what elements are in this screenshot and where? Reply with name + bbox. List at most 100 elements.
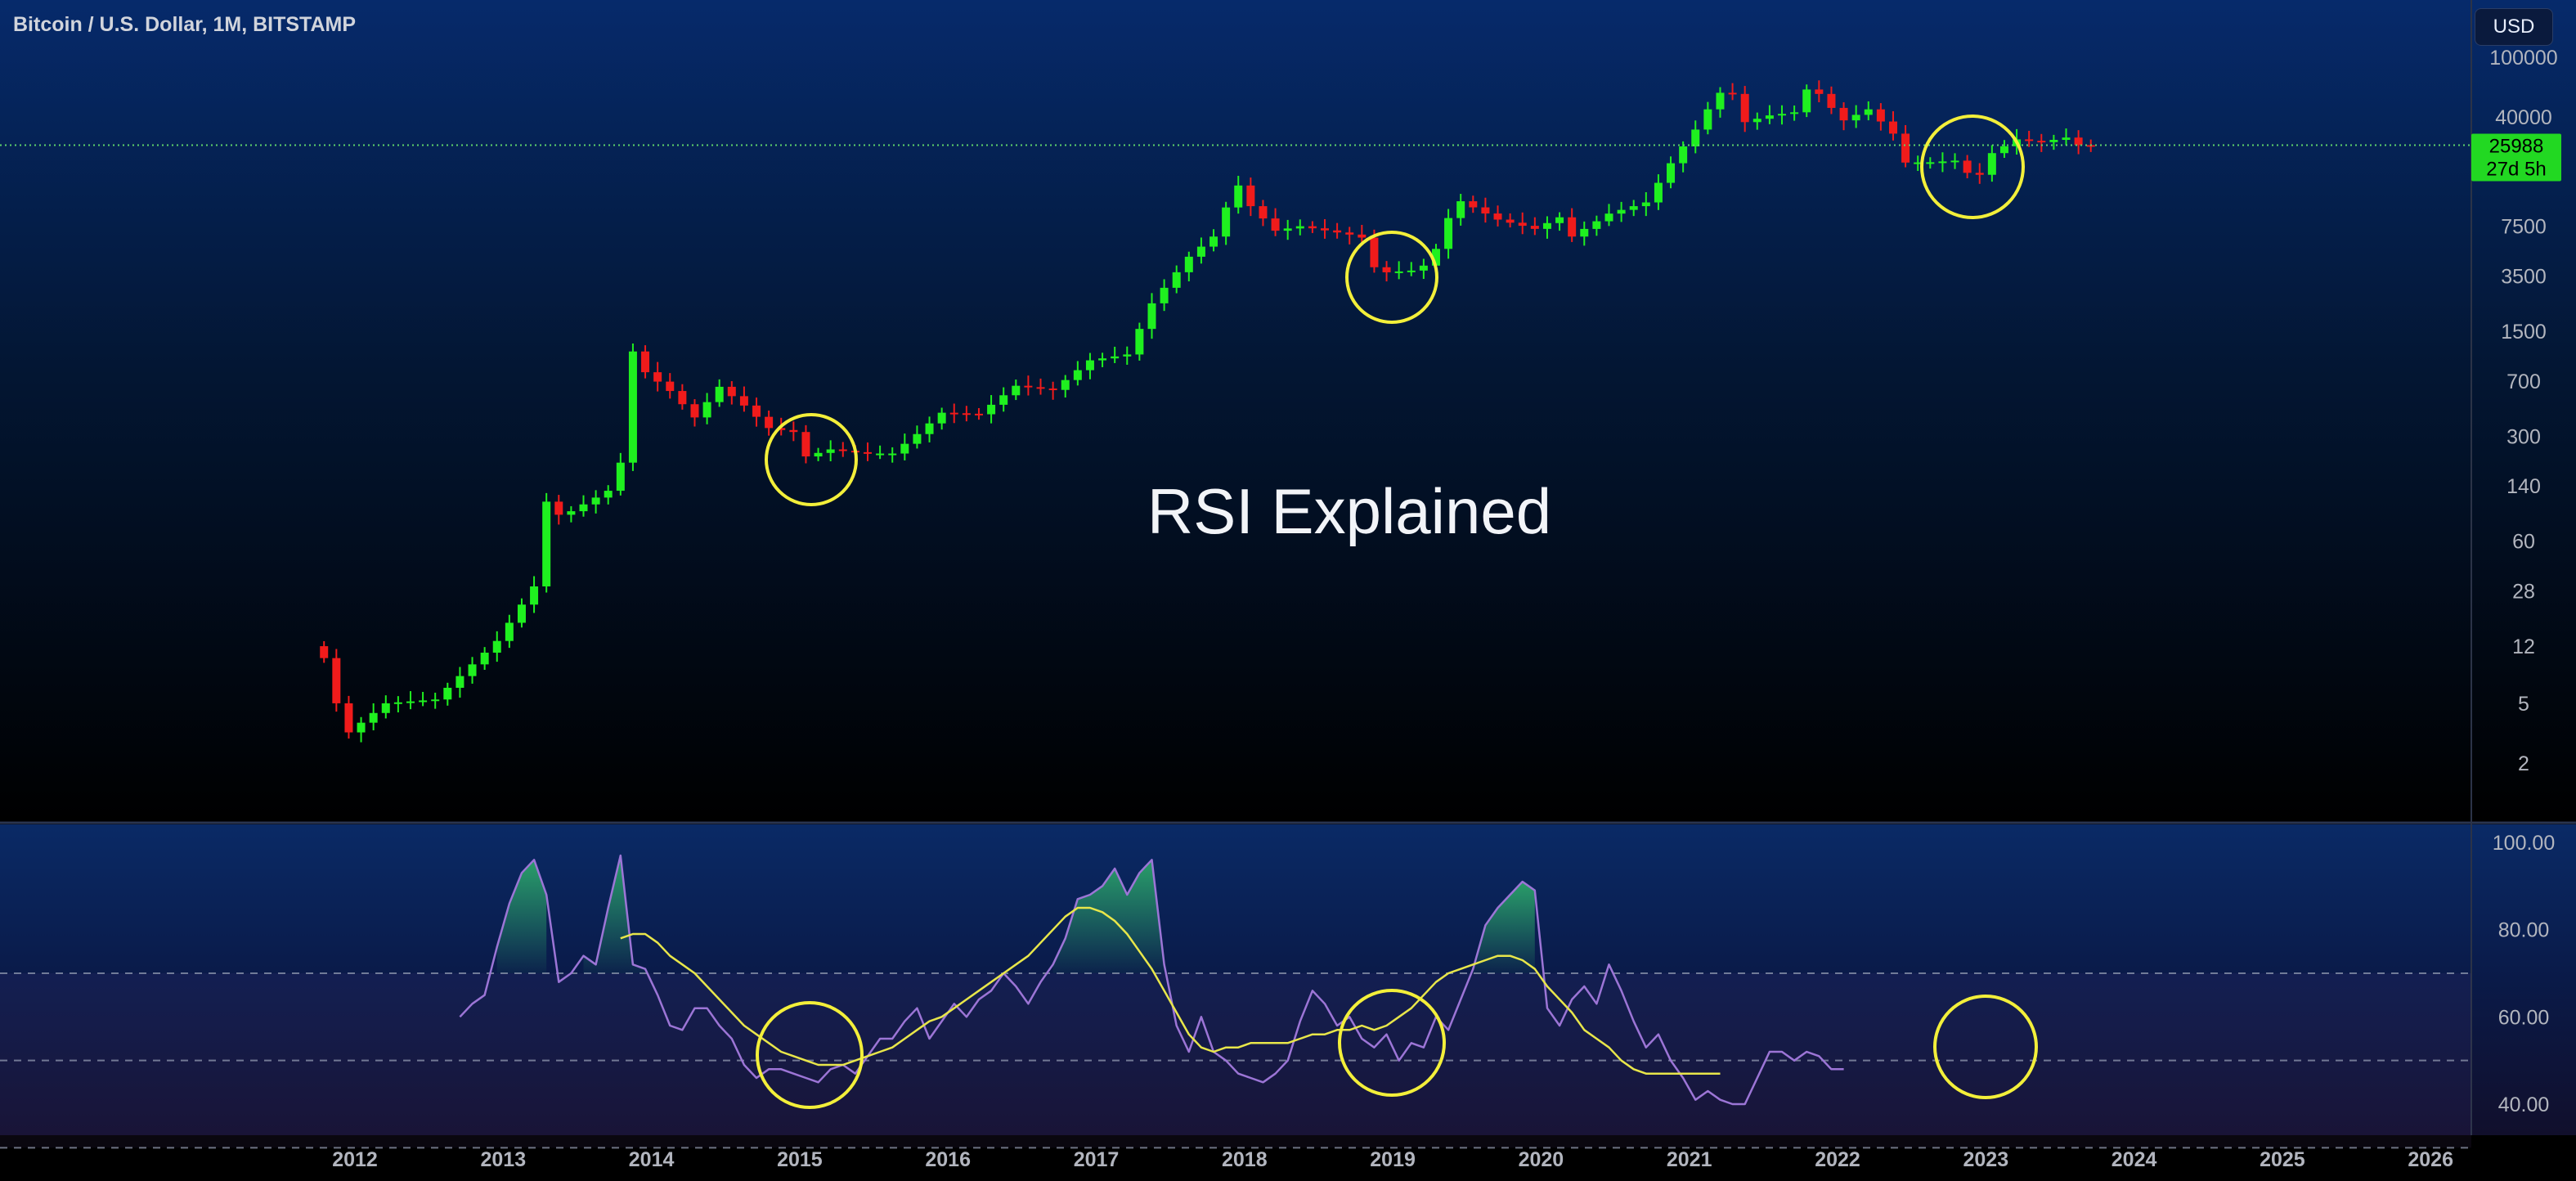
candle-body (1456, 201, 1465, 218)
currency-button[interactable]: USD (2475, 8, 2553, 46)
time-axis-tick: 2012 (332, 1148, 378, 1171)
price-candle (1098, 353, 1107, 367)
candle-body (480, 653, 489, 665)
price-candle (1629, 200, 1638, 217)
price-candle (765, 411, 774, 436)
price-candle (1752, 112, 1761, 130)
candle-body (1073, 370, 1082, 380)
price-candle (1740, 86, 1749, 132)
candle-body (1728, 92, 1737, 95)
candle-body (1481, 207, 1490, 214)
candle-body (838, 449, 847, 451)
price-candle (1555, 212, 1564, 231)
highlight-circle (1933, 995, 2038, 1099)
candle-body (962, 413, 971, 415)
candle-body (1493, 213, 1502, 220)
price-candle (505, 614, 514, 649)
price-candle (1963, 155, 1972, 178)
price-candle (1123, 346, 1132, 366)
price-candle (1481, 197, 1490, 223)
candle-body (1370, 237, 1379, 267)
price-candle (604, 485, 613, 505)
price-candle (814, 447, 823, 461)
price-candle (702, 393, 711, 424)
candle-body (492, 640, 501, 653)
price-candle (1321, 219, 1330, 239)
price-candle (1382, 261, 1391, 282)
candle-body (1036, 387, 1045, 389)
candle-body (443, 687, 452, 700)
price-candle (393, 696, 402, 713)
candle-body (357, 722, 366, 733)
candle-body (1914, 162, 1923, 164)
time-axis-tick: 2025 (2260, 1148, 2305, 1171)
price-candle (381, 695, 390, 719)
candle-body (1530, 226, 1539, 229)
time-axis-tick: 2013 (480, 1148, 526, 1171)
candle-body (530, 586, 539, 605)
candle-body (2037, 141, 2046, 143)
price-candle (1778, 105, 1787, 125)
price-axis-tick: 40000 (2495, 106, 2552, 129)
highlight-circle (1920, 115, 2025, 219)
price-candle (653, 361, 662, 392)
candle-body (1851, 115, 1860, 121)
candle-body (1382, 267, 1391, 272)
candle-body (1506, 219, 1515, 223)
candle-body (1827, 93, 1836, 108)
rsi-axis-tick: 100.00 (2493, 832, 2555, 855)
price-candle (2049, 134, 2058, 150)
price-axis-tick: 1500 (2501, 321, 2547, 344)
time-axis-tick: 2018 (1222, 1148, 1268, 1171)
rsi-axis-tick: 60.00 (2498, 1006, 2550, 1029)
candle-body (1196, 246, 1205, 257)
candle-body (1172, 272, 1181, 288)
candle-body (1394, 271, 1403, 273)
candle-body (1407, 270, 1416, 272)
price-candle (1703, 101, 1712, 135)
price-candle (1530, 217, 1539, 236)
candle-body (505, 622, 514, 641)
candle-body (1419, 265, 1428, 271)
candle-body (1135, 329, 1144, 355)
price-candle (1295, 219, 1304, 236)
price-candle (1407, 262, 1416, 276)
price-candle (431, 692, 440, 709)
rsi-axis-tick: 80.00 (2498, 919, 2550, 942)
price-candle (1679, 141, 1688, 173)
price-candle (616, 452, 625, 496)
candle-body (1815, 89, 1824, 94)
candle-body (1752, 119, 1761, 123)
price-pane-background (0, 0, 2576, 822)
price-candle (1815, 80, 1824, 103)
price-candle (752, 397, 761, 427)
candle-body (727, 386, 736, 397)
price-candle (1333, 222, 1342, 239)
last-price-box (2471, 133, 2561, 182)
price-candle (1259, 200, 1268, 227)
candle-body (1098, 358, 1107, 361)
candle-body (1111, 356, 1120, 359)
bar-countdown: 27d 5h (2486, 158, 2546, 180)
candle-body (1123, 354, 1132, 357)
candle-body (1592, 221, 1601, 229)
price-candle (1469, 195, 1478, 213)
candle-body (1703, 109, 1712, 130)
price-candle (987, 395, 996, 424)
price-candle (1394, 261, 1403, 280)
price-candle (406, 691, 415, 710)
price-candle (468, 657, 477, 684)
highlight-circle (1338, 989, 1446, 1097)
candle-body (1518, 222, 1527, 227)
candle-body (1802, 89, 1811, 113)
candle-body (1716, 92, 1725, 110)
candle-body (406, 701, 415, 703)
candle-body (2049, 140, 2058, 142)
candle-body (1358, 234, 1367, 238)
price-candle (999, 387, 1008, 412)
price-candle (1444, 209, 1453, 259)
candle-body (1160, 287, 1169, 303)
price-candle (888, 447, 897, 463)
candle-body (344, 703, 353, 733)
